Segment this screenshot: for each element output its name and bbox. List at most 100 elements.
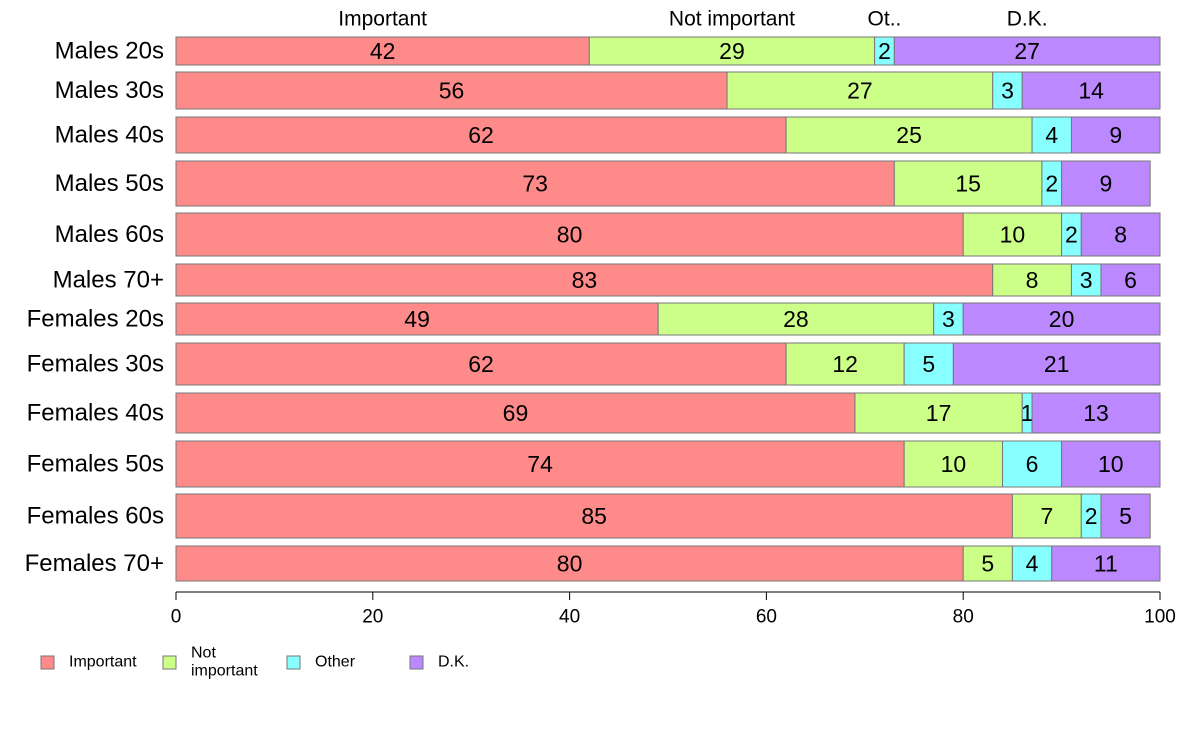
series-header-other: Ot..: [868, 8, 902, 31]
data-label-females-40s-important: 69: [503, 400, 529, 426]
bar-females-50s-not-important: [903, 440, 1004, 488]
bar-males-40s-d-k: [1070, 116, 1161, 154]
legend-label-not-important-line-1: Not: [191, 645, 216, 662]
data-label-females-60s-not-important: 7: [1040, 503, 1053, 529]
x-tick-label-80: 80: [953, 607, 974, 628]
bar-females-20s-not-important: [657, 302, 935, 336]
data-label-males-70-important: 83: [572, 267, 598, 293]
data-label-females-20s-d-k: 20: [1049, 306, 1075, 332]
data-label-females-30s-d-k: 21: [1044, 351, 1070, 377]
data-label-females-70-important: 80: [557, 551, 583, 577]
data-label-males-70-other: 3: [1080, 267, 1093, 293]
category-label-females-30s: Females 30s: [27, 351, 164, 378]
data-label-females-30s-other: 5: [922, 351, 935, 377]
data-label-females-50s-other: 6: [1026, 451, 1039, 477]
data-label-females-70-other: 4: [1026, 551, 1039, 577]
bar-females-60s-not-important: [1011, 493, 1082, 539]
category-label-females-70: Females 70+: [25, 550, 164, 577]
bar-females-60s-important: [175, 493, 1013, 539]
data-label-males-60s-important: 80: [557, 222, 583, 248]
data-label-males-70-not-important: 8: [1026, 267, 1039, 293]
data-label-females-20s-not-important: 28: [783, 306, 809, 332]
data-label-females-30s-not-important: 12: [832, 351, 858, 377]
bar-females-30s-important: [175, 342, 787, 386]
data-label-females-20s-important: 49: [404, 306, 430, 332]
bar-males-30s-other: [992, 71, 1023, 110]
data-label-females-40s-not-important: 17: [926, 400, 952, 426]
x-tick-label-0: 0: [171, 607, 182, 628]
bar-males-30s-important: [175, 71, 728, 110]
bar-females-70-not-important: [962, 545, 1013, 582]
data-label-males-30s-other: 3: [1001, 78, 1014, 104]
category-labels: Males 20s Males 30s Males 40s Males 50s Male…: [25, 38, 164, 578]
data-label-males-50s-other: 2: [1045, 171, 1058, 197]
legend-swatch-important: [40, 655, 55, 670]
data-label-males-20s-d-k: 27: [1014, 38, 1040, 64]
bar-males-40s-other: [1031, 116, 1072, 154]
data-label-males-50s-important: 73: [522, 171, 548, 197]
legend-label-d-k: D.K.: [438, 654, 469, 671]
data-label-females-50s-not-important: 10: [941, 451, 967, 477]
x-axis: 0 20 40 60 80 100: [171, 591, 1176, 628]
bar-females-50s-d-k: [1061, 440, 1161, 488]
x-tick-label-100: 100: [1144, 607, 1176, 628]
data-label-males-40s-not-important: 25: [896, 122, 922, 148]
bar-males-50s-important: [175, 160, 895, 207]
data-label-males-60s-not-important: 10: [1000, 222, 1026, 248]
data-label-males-60s-d-k: 8: [1114, 222, 1127, 248]
data-label-females-50s-d-k: 10: [1098, 451, 1124, 477]
category-label-males-40s: Males 40s: [55, 122, 164, 149]
legend-swatch-d-k: [409, 655, 424, 670]
data-label-males-20s-not-important: 29: [719, 38, 745, 64]
category-label-females-50s: Females 50s: [27, 451, 164, 478]
bar-females-30s-other: [903, 342, 954, 386]
legend-label-important: Important: [69, 654, 137, 671]
legend-label-other: Other: [315, 654, 356, 671]
bar-females-30s-d-k: [952, 342, 1161, 386]
x-tick-label-60: 60: [756, 607, 777, 628]
series-header-important: Important: [338, 8, 427, 31]
category-label-males-60s: Males 60s: [55, 221, 164, 248]
bar-males-20s-important: [175, 36, 590, 66]
bar-males-70-not-important: [992, 263, 1072, 297]
bar-females-40s-not-important: [854, 392, 1023, 434]
data-label-males-50s-not-important: 15: [955, 171, 981, 197]
data-label-males-40s-other: 4: [1045, 122, 1058, 148]
bar-females-70-other: [1011, 545, 1053, 582]
legend-label-not-important-line-2: important: [191, 663, 258, 680]
data-label-males-30s-not-important: 27: [847, 78, 873, 104]
data-label-males-30s-important: 56: [439, 78, 465, 104]
data-label-males-70-d-k: 6: [1124, 267, 1137, 293]
data-label-females-60s-d-k: 5: [1119, 503, 1132, 529]
bar-males-20s-not-important: [588, 36, 876, 66]
bar-males-40s-important: [175, 116, 787, 154]
bar-males-30s-not-important: [726, 71, 994, 110]
bar-females-30s-not-important: [785, 342, 905, 386]
bar-males-70-important: [175, 263, 994, 297]
data-label-females-40s-other: 1: [1021, 400, 1034, 426]
data-label-females-70-not-important: 5: [981, 551, 994, 577]
bar-females-40s-d-k: [1031, 392, 1161, 434]
data-label-females-40s-d-k: 13: [1083, 400, 1109, 426]
x-tick-label-40: 40: [559, 607, 580, 628]
data-label-males-30s-d-k: 14: [1078, 78, 1104, 104]
category-label-males-50s: Males 50s: [55, 170, 164, 197]
x-tick-label-20: 20: [362, 607, 383, 628]
bar-females-60s-d-k: [1100, 493, 1151, 539]
data-label-males-20s-important: 42: [370, 38, 396, 64]
data-label-females-30s-important: 62: [468, 351, 494, 377]
category-label-females-60s: Females 60s: [27, 503, 164, 530]
series-header-labels: Important Not important Ot.. D.K.: [338, 8, 1047, 31]
category-label-females-40s: Females 40s: [27, 400, 164, 427]
bar-females-70-d-k: [1051, 545, 1161, 582]
category-label-females-20s: Females 20s: [27, 306, 164, 333]
legend-swatch-other: [286, 655, 301, 670]
data-label-females-20s-other: 3: [942, 306, 955, 332]
bar-females-20s-d-k: [962, 302, 1161, 336]
series-header-not-important: Not important: [669, 8, 795, 31]
data-label-females-60s-important: 85: [581, 503, 607, 529]
data-label-females-60s-other: 2: [1085, 503, 1098, 529]
